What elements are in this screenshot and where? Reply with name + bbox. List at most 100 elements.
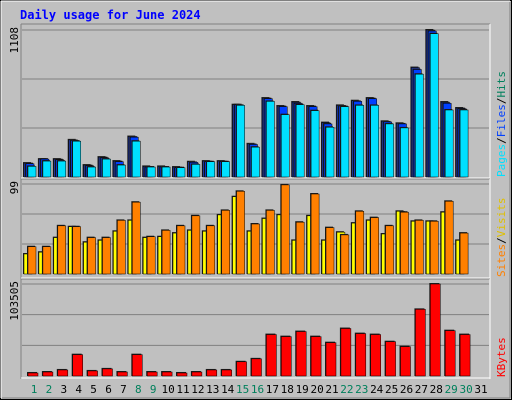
bar [310, 193, 320, 275]
bar [251, 223, 260, 275]
bar [161, 166, 171, 178]
bar [191, 371, 203, 377]
bar [459, 109, 469, 178]
y-tick-label: 99 [8, 181, 21, 194]
bar [310, 110, 320, 178]
x-tick-label: 26 [400, 383, 413, 396]
bar [266, 101, 275, 178]
bar [355, 333, 367, 377]
bar [87, 237, 96, 275]
x-tick-label: 20 [310, 383, 323, 396]
x-tick-label: 7 [120, 383, 127, 396]
bar [400, 211, 409, 275]
x-tick-label: 15 [236, 383, 249, 396]
bar [57, 160, 67, 178]
x-tick-label: 1 [31, 383, 38, 396]
bar [221, 161, 230, 178]
x-tick-label: 29 [445, 383, 458, 396]
bar [102, 158, 111, 178]
bar [459, 334, 471, 377]
x-tick-label: 12 [191, 383, 204, 396]
x-tick-label: 21 [325, 383, 338, 396]
x-tick-label: 3 [60, 383, 67, 396]
legend-item: Visits [495, 198, 508, 238]
bar [370, 217, 379, 275]
bar [27, 246, 37, 275]
bar [236, 105, 245, 178]
bar [325, 227, 335, 275]
chart-title: Daily usage for June 2024 [20, 8, 201, 22]
bar [27, 372, 39, 377]
bar [400, 346, 411, 377]
bar [206, 161, 216, 178]
bar [146, 236, 156, 275]
x-tick-label: 31 [474, 383, 487, 396]
legend: Sites/Visits [495, 198, 508, 278]
bar [430, 33, 439, 178]
legend-item: Hits [495, 71, 508, 98]
bar [310, 336, 322, 377]
bar [236, 191, 245, 275]
bar [370, 105, 379, 178]
x-tick-label: 23 [355, 383, 368, 396]
x-tick-label: 22 [340, 383, 353, 396]
bar [295, 104, 305, 178]
bar [117, 220, 126, 275]
bar [385, 123, 394, 178]
bar [415, 220, 424, 275]
bar [42, 371, 54, 377]
bar [430, 221, 439, 275]
bar [87, 166, 96, 178]
x-tick-label: 9 [150, 383, 157, 396]
bar [295, 221, 305, 275]
legend: KBytes [495, 337, 508, 377]
bar [102, 368, 113, 377]
bar [444, 109, 454, 178]
legend-item: Pages [495, 144, 508, 177]
x-tick-label: 10 [161, 383, 174, 396]
bar [132, 354, 143, 377]
bar [27, 166, 37, 178]
bar [459, 232, 469, 275]
bar [236, 361, 247, 377]
x-tick-label: 16 [251, 383, 264, 396]
bar [325, 126, 335, 178]
x-tick-label: 2 [46, 383, 53, 396]
bar [161, 230, 171, 275]
bar [57, 225, 67, 275]
x-tick-label: 11 [176, 383, 189, 396]
bar [281, 114, 290, 178]
bar [266, 334, 277, 377]
bar [191, 215, 201, 275]
bar [57, 369, 69, 377]
bar [221, 369, 232, 377]
bar [176, 372, 188, 377]
bar [206, 225, 216, 275]
bar [355, 105, 365, 178]
bar [251, 146, 260, 178]
bar [117, 371, 128, 377]
x-tick-label: 28 [430, 383, 443, 396]
bar [42, 160, 52, 178]
bar [102, 237, 111, 275]
legend-item: Sites [495, 244, 508, 277]
y-tick-label: 103505 [8, 281, 21, 321]
bar [266, 210, 275, 275]
bar [72, 226, 81, 275]
bar [295, 331, 307, 377]
y-tick-label: 1108 [8, 27, 21, 54]
x-tick-label: 25 [385, 383, 398, 396]
x-tick-label: 19 [296, 383, 309, 396]
bar [206, 369, 218, 377]
x-tick-label: 17 [266, 383, 279, 396]
x-tick-label: 13 [206, 383, 219, 396]
legend-item: Files [495, 104, 508, 137]
legend-item: KBytes [495, 337, 508, 377]
bar [340, 234, 350, 275]
bar [132, 201, 141, 275]
bar [325, 342, 337, 377]
bar [444, 201, 454, 275]
bar [415, 73, 424, 178]
legend-separator: / [495, 237, 508, 244]
